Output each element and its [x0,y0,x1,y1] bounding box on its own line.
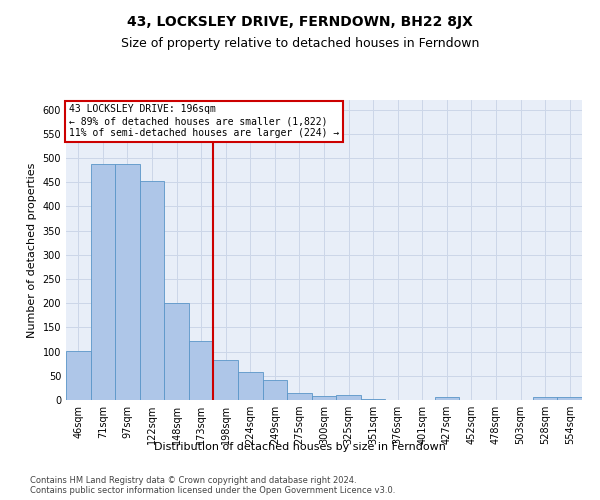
Text: Size of property relative to detached houses in Ferndown: Size of property relative to detached ho… [121,38,479,51]
Bar [238,372,263,400]
Bar [434,397,459,400]
Text: 43 LOCKSLEY DRIVE: 196sqm
← 89% of detached houses are smaller (1,822)
11% of se: 43 LOCKSLEY DRIVE: 196sqm ← 89% of detac… [68,104,339,138]
Bar [189,342,214,400]
Bar [140,182,164,400]
Bar [533,396,557,400]
Bar [115,164,140,400]
Bar [336,394,361,400]
Bar [91,164,115,400]
Text: Contains HM Land Registry data © Crown copyright and database right 2024.
Contai: Contains HM Land Registry data © Crown c… [30,476,395,495]
Bar [214,360,238,400]
Bar [557,396,582,400]
Bar [361,398,385,400]
Y-axis label: Number of detached properties: Number of detached properties [27,162,37,338]
Text: Distribution of detached houses by size in Ferndown: Distribution of detached houses by size … [154,442,446,452]
Bar [312,396,336,400]
Bar [164,303,189,400]
Bar [66,350,91,400]
Bar [287,392,312,400]
Bar [263,380,287,400]
Text: 43, LOCKSLEY DRIVE, FERNDOWN, BH22 8JX: 43, LOCKSLEY DRIVE, FERNDOWN, BH22 8JX [127,15,473,29]
